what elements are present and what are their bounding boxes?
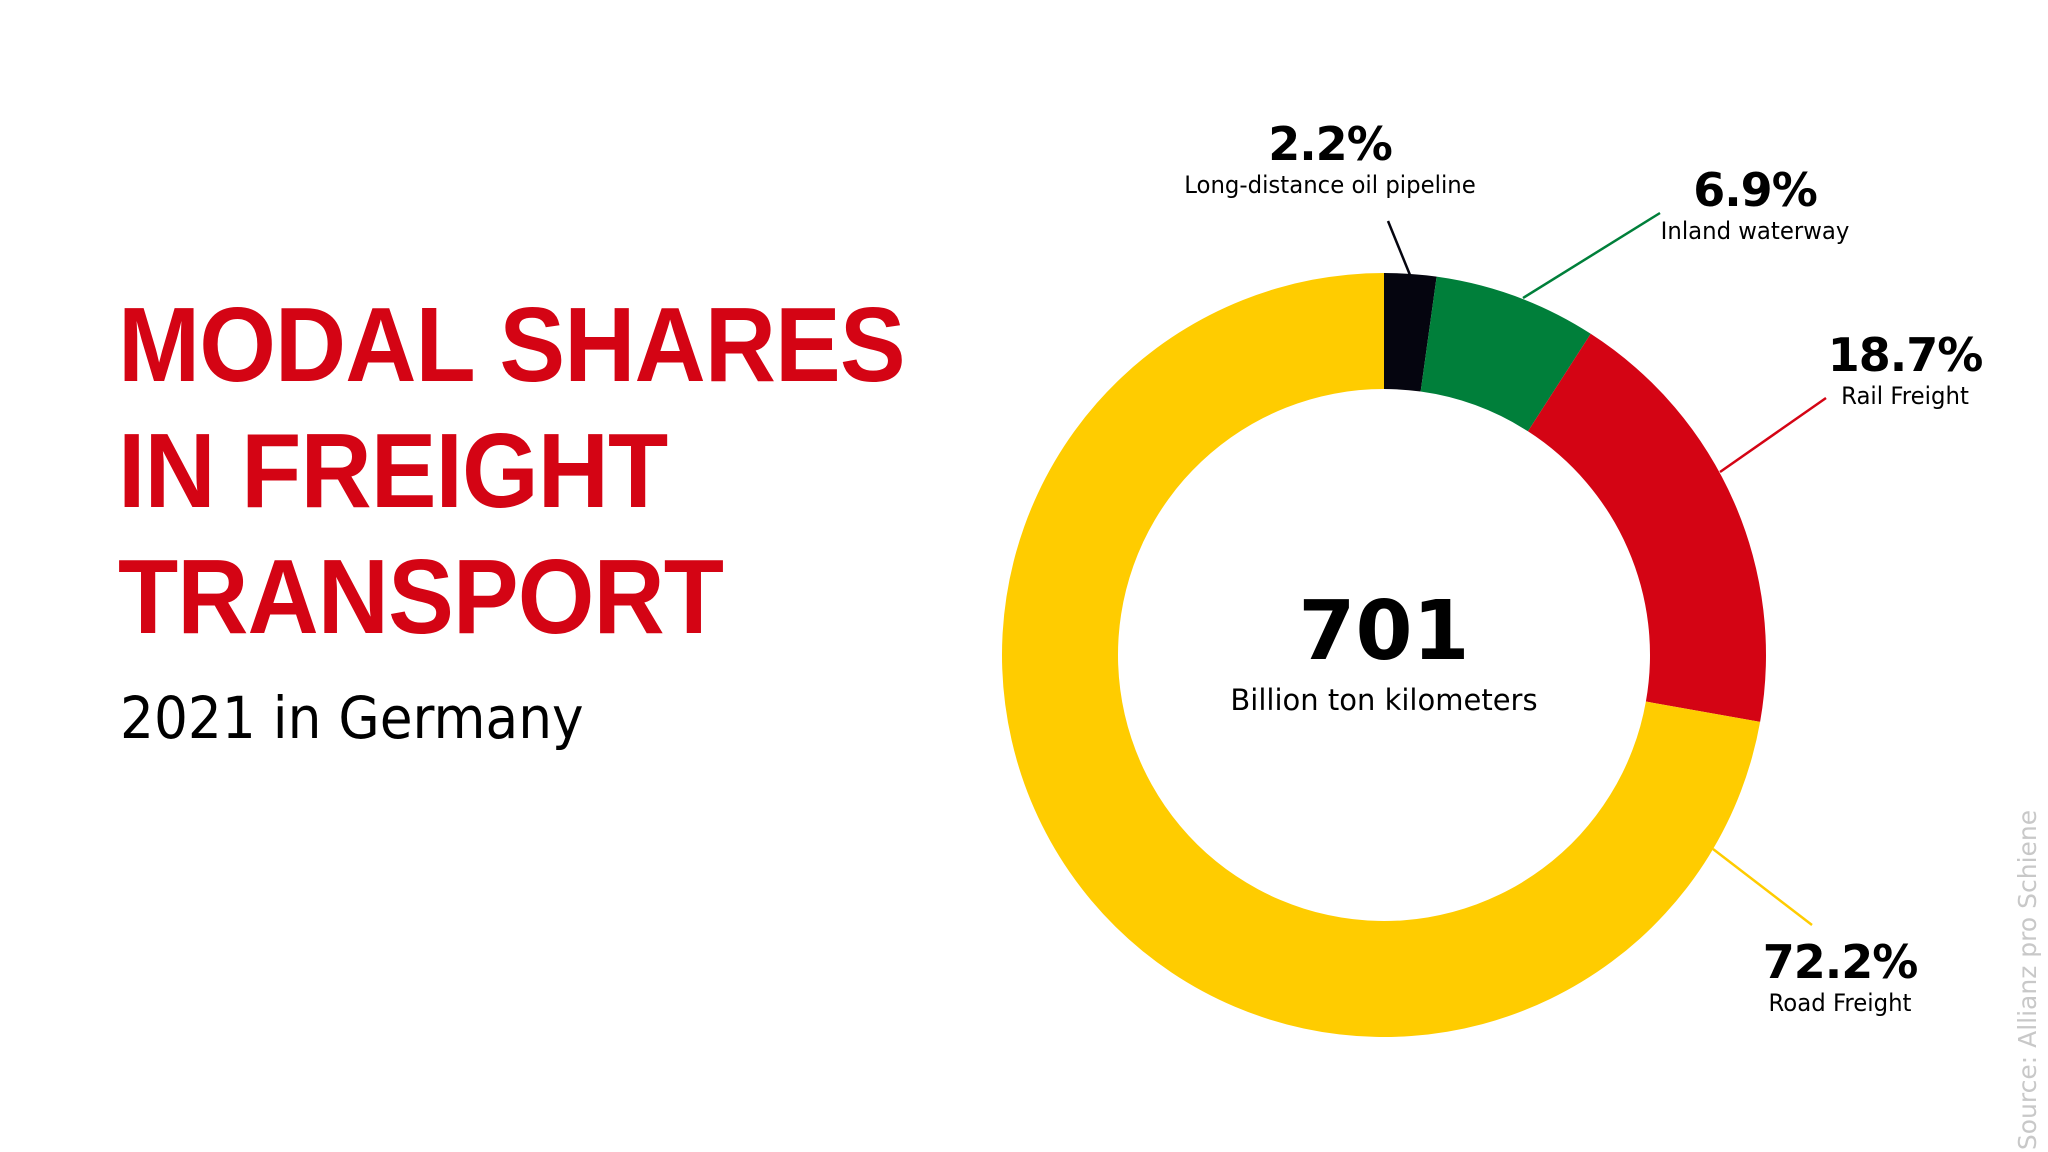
slice-pipeline [1384, 273, 1437, 392]
slice-rail [1527, 333, 1766, 722]
chart-subtitle: 2021 in Germany [120, 684, 584, 752]
label-waterway: 6.9% Inland waterway [1650, 164, 1860, 246]
leader-lines [1386, 211, 1827, 926]
title-line-3: TRANSPORT [118, 538, 724, 656]
source-credit: Source: Allianz pro Schiene [2013, 809, 2042, 1151]
donut-slices [1001, 273, 1766, 1037]
rail-name: Rail Freight [1841, 382, 1969, 410]
title-line-2: IN FREIGHT [118, 412, 668, 530]
pipeline-name: Long-distance oil pipeline [1184, 171, 1476, 199]
waterway-percent: 6.9% [1693, 163, 1818, 217]
road-percent: 72.2% [1762, 935, 1919, 989]
pipeline-percent: 2.2% [1268, 117, 1393, 171]
label-pipeline: 2.2% Long-distance oil pipeline [1170, 118, 1490, 200]
leader-line-waterway [1522, 211, 1661, 300]
label-rail: 18.7% Rail Freight [1820, 329, 1990, 411]
title-line-1: MODAL SHARES [118, 286, 906, 404]
total-value: 701 [1298, 584, 1470, 679]
slice-road [1001, 273, 1761, 1037]
leader-line-pipeline [1386, 220, 1412, 276]
chart-title: MODAL SHARES IN FREIGHT TRANSPORT [118, 282, 964, 660]
road-name: Road Freight [1768, 989, 1912, 1017]
total-unit-label: Billion ton kilometers [1230, 683, 1538, 717]
slice-waterway [1420, 276, 1591, 432]
leader-line-road [1712, 848, 1813, 926]
waterway-name: Inland waterway [1660, 217, 1850, 245]
rail-percent: 18.7% [1827, 328, 1984, 382]
label-road: 72.2% Road Freight [1755, 936, 1925, 1018]
leader-line-rail [1719, 396, 1827, 474]
